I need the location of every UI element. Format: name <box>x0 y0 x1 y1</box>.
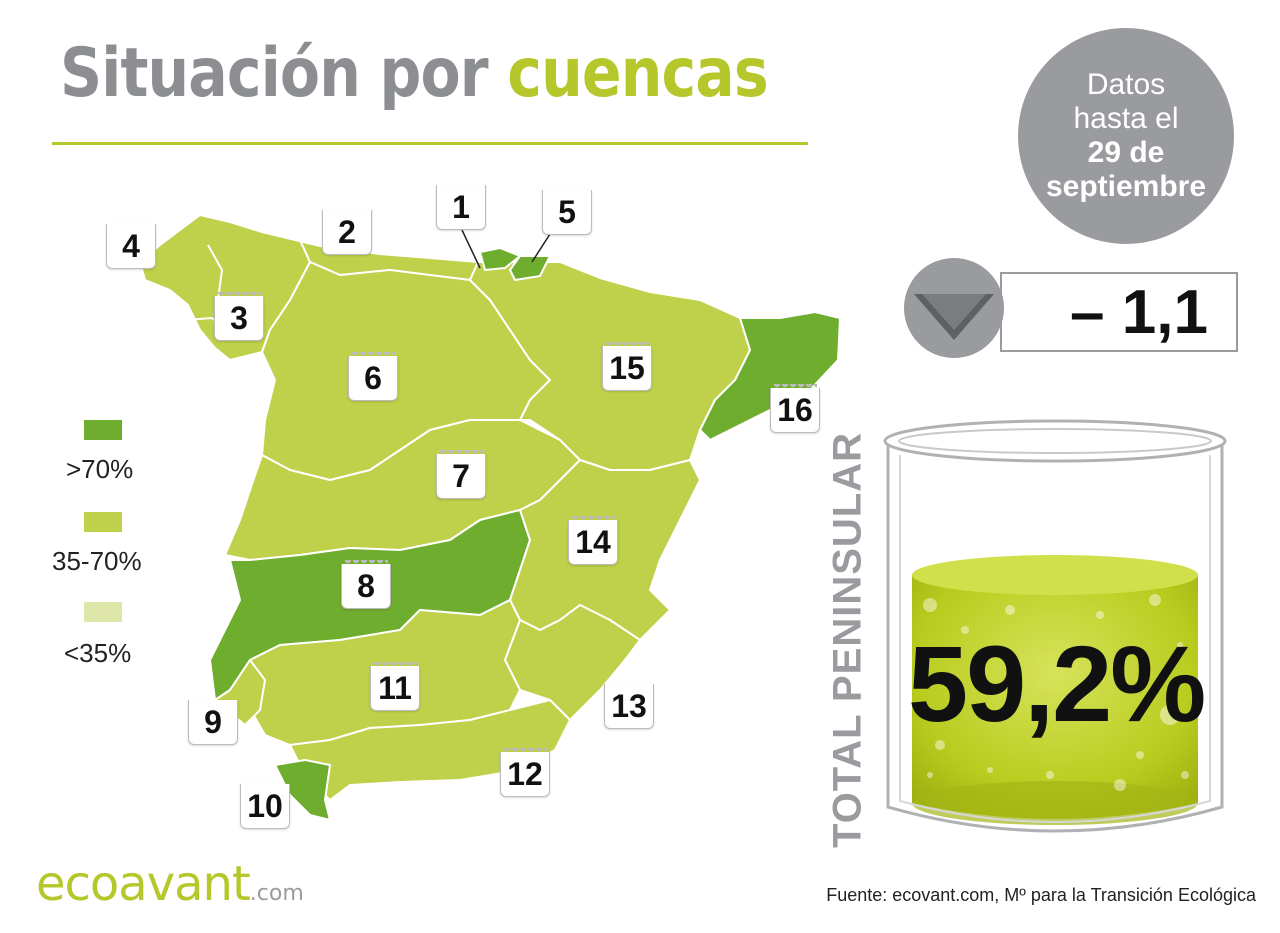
legend-swatch-high <box>84 420 122 440</box>
reservoir-jar-graphic <box>883 419 1227 833</box>
basin-label-15: 15 <box>602 342 652 391</box>
basin-label-9: 9 <box>188 700 238 745</box>
basin-label-5: 5 <box>542 190 592 235</box>
basin-label-2: 2 <box>322 210 372 255</box>
basin-label-7: 7 <box>436 450 486 499</box>
basin-label-10: 10 <box>240 784 290 829</box>
date-line3: 29 de <box>1087 136 1165 169</box>
source-note: Fuente: ecovant.com, Mº para la Transici… <box>826 885 1256 905</box>
logo-name: ecoavant <box>36 856 251 912</box>
basin-label-3: 3 <box>214 292 264 341</box>
basin-16-region <box>699 311 841 441</box>
basin-1-region <box>479 247 521 271</box>
basin-label-6: 6 <box>348 352 398 401</box>
title-part1: Situación por <box>60 34 489 113</box>
date-badge: Datos hasta el 29 de septiembre <box>1018 28 1234 244</box>
basin-label-8: 8 <box>341 560 391 609</box>
basin-label-12: 12 <box>500 748 550 797</box>
legend-label-low: <35% <box>64 638 132 668</box>
spain-basins-map <box>139 214 841 821</box>
basin-5-region <box>509 255 551 281</box>
legend-swatch-low <box>84 602 122 622</box>
date-line2: hasta el <box>1073 102 1179 135</box>
basin-label-1: 1 <box>436 185 486 230</box>
basin-label-14: 14 <box>568 516 618 565</box>
date-line1: Datos <box>1086 68 1166 101</box>
down-arrow-icon <box>904 258 1004 358</box>
total-percentage: 59,2% <box>908 623 1206 744</box>
total-peninsular-label: TOTAL PENINSULAR <box>825 431 870 849</box>
basin-12-region <box>289 699 571 801</box>
change-value-box: – 1,1 <box>1000 272 1238 352</box>
ecoavant-logo: ecoavant.com <box>36 856 304 912</box>
page-title: Situación por cuencas <box>60 40 769 108</box>
legend-label-mid: 35-70% <box>52 546 142 576</box>
title-underline <box>52 142 808 145</box>
legend-swatch-mid <box>84 512 122 532</box>
basin-label-11: 11 <box>370 662 420 711</box>
basin-label-4: 4 <box>106 224 156 269</box>
basin-label-16: 16 <box>770 384 820 433</box>
title-part2: cuencas <box>507 34 768 113</box>
date-line4: septiembre <box>1045 170 1207 203</box>
basin-10-region <box>274 759 331 821</box>
logo-domain: .com <box>249 881 304 906</box>
basin-label-13: 13 <box>604 684 654 729</box>
change-value: – 1,1 <box>1070 277 1208 347</box>
legend-label-high: >70% <box>66 454 134 484</box>
